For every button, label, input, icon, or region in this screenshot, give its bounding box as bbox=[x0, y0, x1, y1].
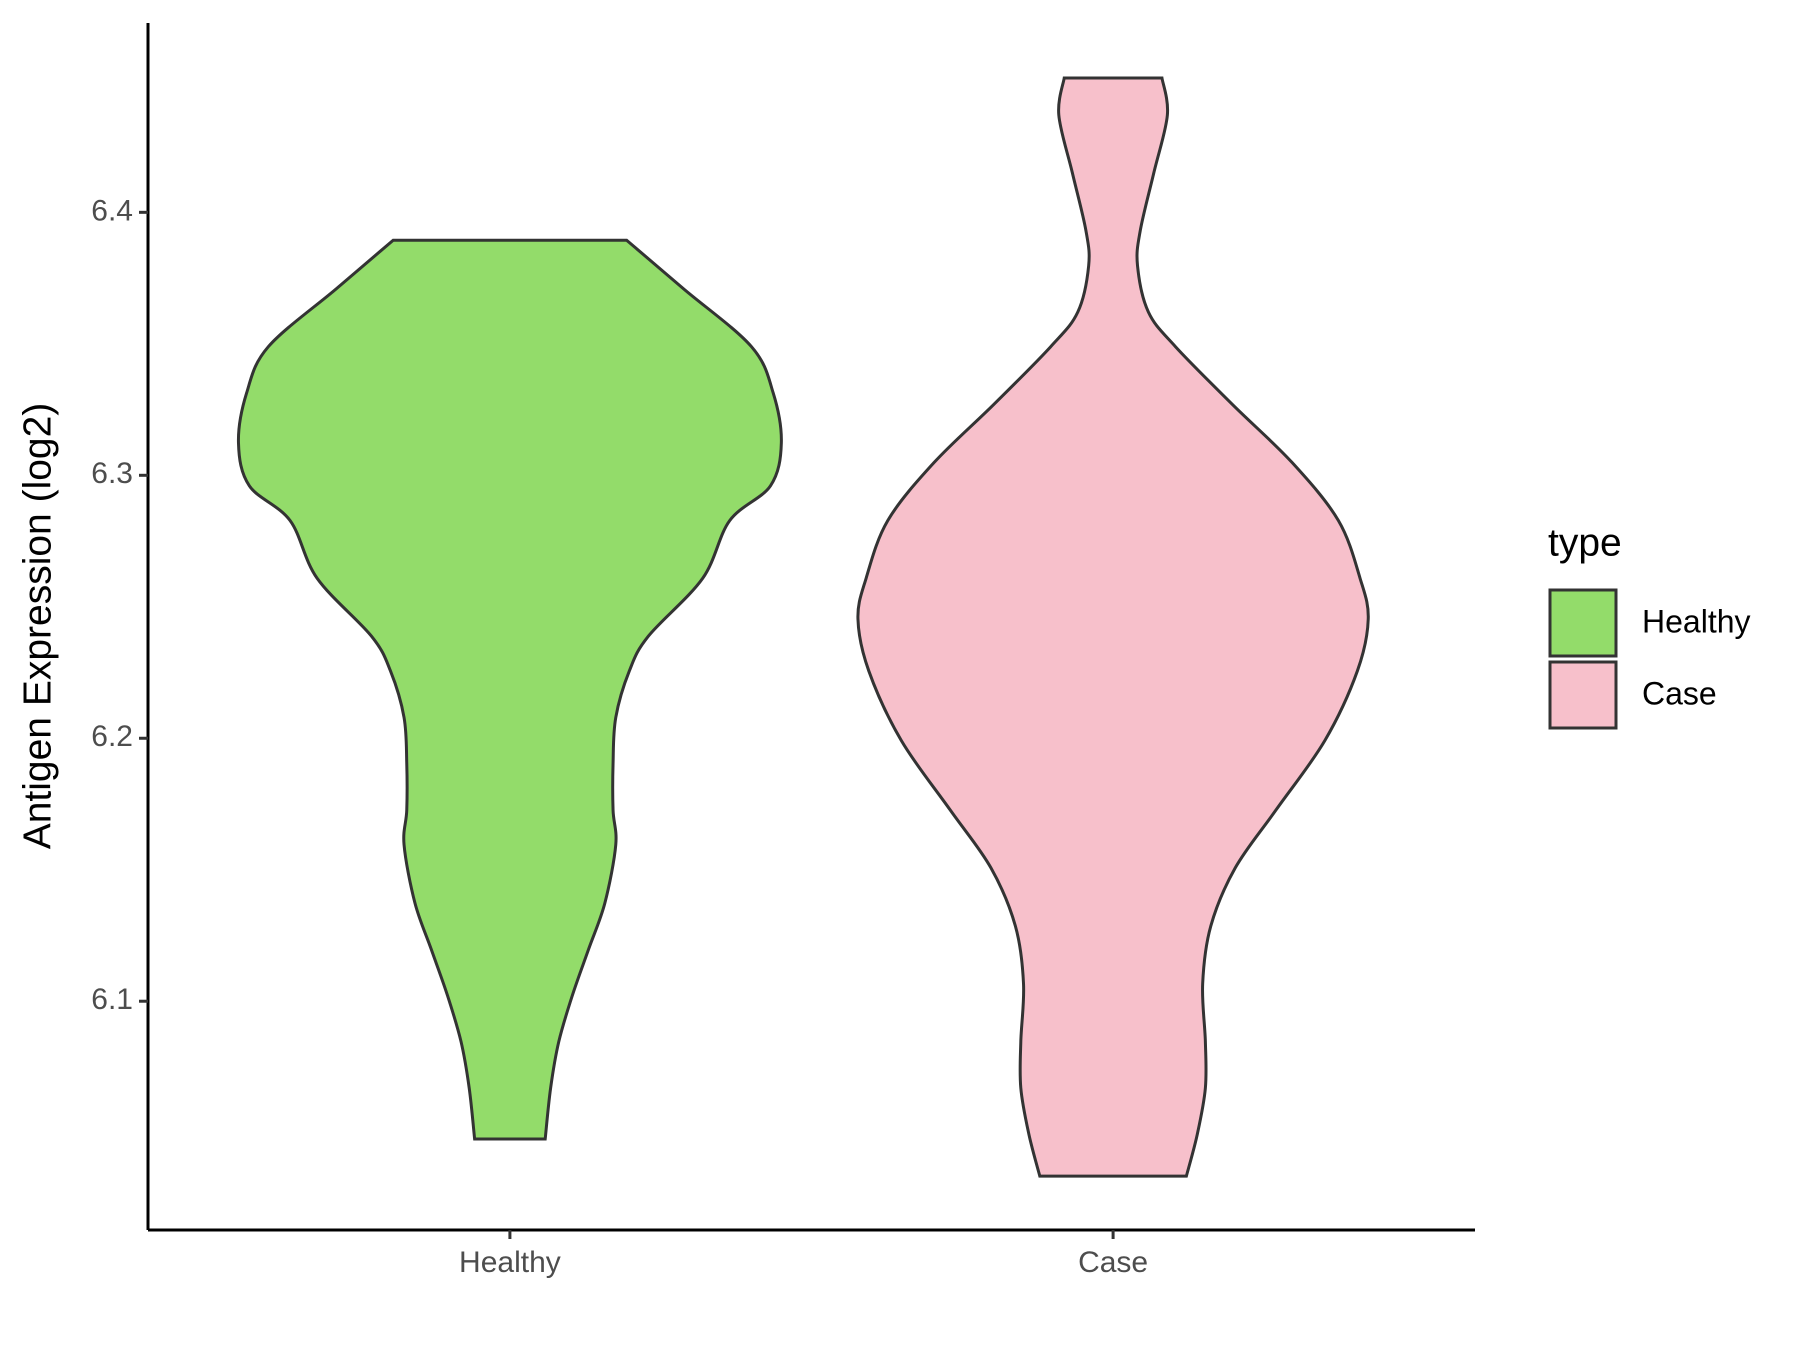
x-tick-label: Case bbox=[1078, 1246, 1148, 1279]
legend-label: Case bbox=[1642, 675, 1717, 711]
y-tick-label: 6.3 bbox=[91, 457, 133, 490]
y-tick-label: 6.1 bbox=[91, 983, 133, 1016]
violin bbox=[236, 238, 783, 1141]
legend-label: Healthy bbox=[1642, 603, 1751, 639]
violin bbox=[856, 76, 1370, 1178]
legend-key bbox=[1548, 588, 1618, 658]
legend-title: type bbox=[1548, 521, 1622, 564]
y-tick-label: 6.2 bbox=[91, 720, 133, 753]
y-axis-label: Antigen Expression (log2) bbox=[16, 403, 59, 850]
x-tick-label: Healthy bbox=[459, 1246, 561, 1279]
legend-key bbox=[1548, 660, 1618, 730]
y-tick-label: 6.4 bbox=[91, 194, 133, 227]
